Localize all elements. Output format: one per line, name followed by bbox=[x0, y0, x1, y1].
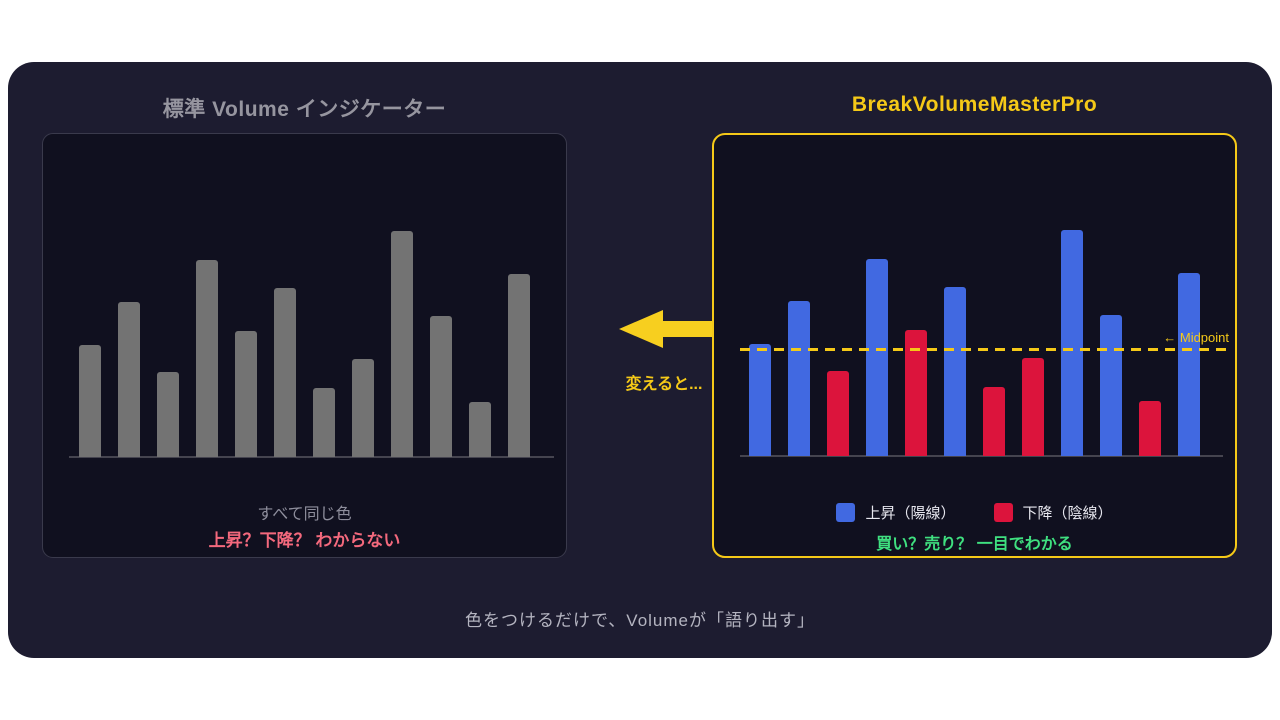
main-card: 標準 Volume インジケーター BreakVolumeMasterPro す… bbox=[8, 62, 1272, 658]
volume-bar bbox=[235, 331, 257, 457]
volume-bar bbox=[79, 345, 101, 457]
chart-baseline bbox=[740, 455, 1223, 457]
volume-bar bbox=[944, 287, 966, 456]
volume-bar bbox=[430, 316, 452, 457]
legend-label-up: 上昇（陽線） bbox=[865, 505, 956, 522]
unclear-direction-note: 上昇？下降？ わからない bbox=[208, 531, 401, 550]
legend-label-down: 下降（陰線） bbox=[1022, 505, 1113, 522]
footer-caption: 色をつけるだけで、Volumeが「語り出す」 bbox=[464, 611, 816, 630]
volume-bar bbox=[749, 344, 771, 456]
chart-baseline bbox=[69, 456, 554, 458]
volume-bar bbox=[983, 387, 1005, 456]
down-color-swatch bbox=[993, 503, 1013, 522]
volume-bar bbox=[118, 302, 140, 457]
transition-label: 変えると... bbox=[625, 376, 703, 393]
volume-bar bbox=[157, 372, 179, 457]
midpoint-dashed-line bbox=[740, 348, 1229, 351]
legend: 上昇（陽線） 下降（陰線） bbox=[714, 502, 1235, 523]
volume-bar bbox=[1178, 273, 1200, 456]
midpoint-label: ← Midpoint bbox=[1163, 330, 1229, 345]
volume-bar bbox=[469, 402, 491, 457]
volume-bar bbox=[313, 388, 335, 457]
volume-bar bbox=[391, 231, 413, 457]
left-arrow-shaft bbox=[662, 321, 712, 337]
volume-bar bbox=[1022, 358, 1044, 456]
gray-bar-chart bbox=[43, 231, 566, 457]
break-volume-master-pro-panel: ← Midpoint 上昇（陽線） 下降（陰線） 買い？売り？ 一目でわかる bbox=[712, 133, 1237, 558]
volume-bar bbox=[788, 301, 810, 456]
legend-item-up: 上昇（陽線） bbox=[836, 502, 956, 523]
volume-bar bbox=[508, 274, 530, 457]
volume-bar bbox=[196, 260, 218, 457]
up-color-swatch bbox=[836, 503, 856, 522]
volume-bar bbox=[827, 371, 849, 456]
clear-signal-note: 買い？売り？ 一目でわかる bbox=[876, 536, 1073, 553]
colored-bar-chart bbox=[714, 230, 1235, 456]
volume-bar bbox=[1139, 401, 1161, 456]
standard-volume-panel: すべて同じ色 上昇？下降？ わからない bbox=[42, 133, 567, 558]
volume-bar bbox=[1100, 315, 1122, 456]
volume-bar bbox=[352, 359, 374, 457]
volume-bar bbox=[274, 288, 296, 457]
volume-bar bbox=[866, 259, 888, 456]
volume-bar bbox=[905, 330, 927, 456]
volume-bar bbox=[1061, 230, 1083, 456]
left-chart-title: 標準 Volume インジケーター bbox=[162, 98, 447, 121]
left-arrow-icon bbox=[619, 310, 663, 348]
same-color-note: すべて同じ色 bbox=[257, 506, 352, 523]
legend-item-down: 下降（陰線） bbox=[993, 502, 1113, 523]
right-chart-title: BreakVolumeMasterPro bbox=[851, 93, 1098, 116]
